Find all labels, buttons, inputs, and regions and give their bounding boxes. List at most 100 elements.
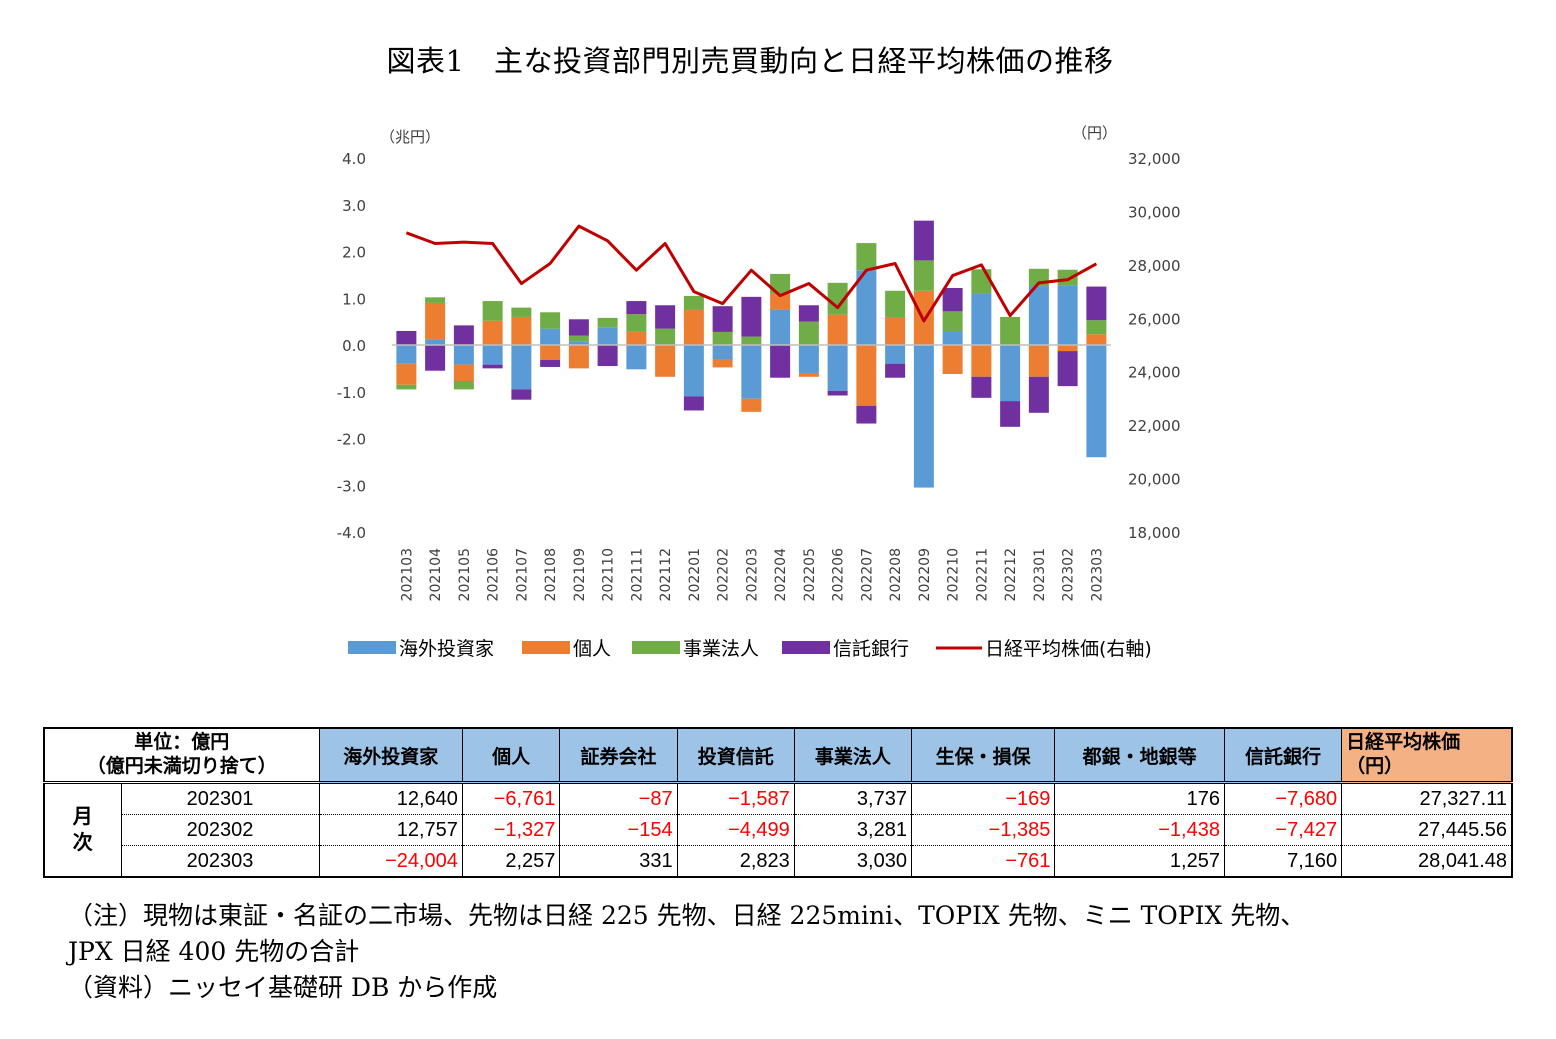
bar-segment <box>540 359 561 367</box>
bar-segment <box>1057 285 1078 345</box>
y-left-tick-label: -1.0 <box>337 384 366 402</box>
y-left-tick-label: 4.0 <box>342 150 366 168</box>
bar-segment <box>971 376 992 398</box>
y-right-unit: （円） <box>1072 124 1117 142</box>
row-month: 202303 <box>120 845 320 878</box>
legend-swatch <box>348 641 396 654</box>
legend-swatch <box>782 641 830 654</box>
bar-segment <box>1000 316 1021 345</box>
legend-swatch <box>632 641 680 654</box>
bar-segment <box>712 359 733 368</box>
bar-segment <box>885 290 906 318</box>
bar-segment <box>856 243 877 271</box>
x-tick-label: 202112 <box>658 548 674 601</box>
table-cell: 176 <box>1054 781 1225 815</box>
bar-segment <box>971 269 992 294</box>
table-cell: −7,427 <box>1223 814 1343 846</box>
bar-segment <box>971 345 992 377</box>
y-left-tick-label: 0.0 <box>342 337 366 355</box>
bar-segment <box>511 316 532 345</box>
bar-segment <box>453 345 474 365</box>
table-cell: 28,041.48 <box>1341 845 1513 878</box>
bar-segment <box>942 311 963 331</box>
bar-segment <box>655 328 676 345</box>
bar-segment <box>1086 345 1107 458</box>
table-cell: −1,587 <box>676 781 795 815</box>
bar-segment <box>511 345 532 390</box>
bar-segment <box>540 312 561 329</box>
bar-segment <box>425 302 446 340</box>
table-cell: −6,761 <box>461 781 561 815</box>
bar-segment <box>741 296 762 337</box>
bar-segment <box>770 309 791 345</box>
bar-segment <box>770 345 791 378</box>
col-header: 生保・損保 <box>910 727 1056 783</box>
x-tick-label: 202201 <box>687 548 703 601</box>
table-cell: 3,737 <box>793 781 912 815</box>
bar-segment <box>1028 345 1049 377</box>
bar-segment <box>626 301 647 315</box>
bar-segment <box>626 314 647 332</box>
bar-segment <box>511 389 532 400</box>
table-cell: −4,499 <box>676 814 795 846</box>
x-tick-label: 202106 <box>486 548 502 602</box>
bar-segment <box>856 270 877 345</box>
table-row: 202302 12,757 −1,327 −154 −4,499 3,281 −1,385−… <box>44 814 1513 846</box>
notes: （注）現物は東証・名証の二市場、先物は日経 225 先物、日経 225mini、… <box>68 898 1305 1006</box>
y-right-tick-label: 18,000 <box>1128 524 1181 542</box>
x-tick-label: 202203 <box>744 548 760 601</box>
col-header: 事業法人 <box>793 727 912 783</box>
col-header: 都銀・地銀等 <box>1054 727 1225 783</box>
table-cell: 3,030 <box>793 845 912 878</box>
x-tick-label: 202207 <box>859 548 875 601</box>
y-left-tick-label: 2.0 <box>342 244 366 262</box>
bar-segment <box>798 345 819 374</box>
group-label: 月次 <box>43 781 122 878</box>
table-cell: −7,680 <box>1223 781 1343 815</box>
x-tick-label: 202208 <box>888 548 904 601</box>
bar-segment <box>942 287 963 312</box>
bar-segment <box>396 363 417 385</box>
bar-segment <box>396 330 417 345</box>
row-month: 202301 <box>120 781 320 815</box>
table-cell: 2,257 <box>461 845 561 878</box>
legend-label: 海外投資家 <box>399 638 494 660</box>
bar-segment <box>827 314 848 345</box>
table-cell: −1,438 <box>1054 814 1225 846</box>
y-left-tick-label: -3.0 <box>337 477 366 495</box>
y-right-tick-label: 20,000 <box>1128 471 1181 489</box>
bar-segment <box>482 364 503 369</box>
bar-segment <box>597 327 618 345</box>
row-month: 202302 <box>120 814 320 846</box>
bar-segment <box>971 293 992 345</box>
x-tick-label: 202110 <box>601 548 617 601</box>
bar-segment <box>626 331 647 345</box>
table-row: 月次 202301 12,640 −6,761 −87 −1,587 3,737 −169 17… <box>43 781 1513 878</box>
bar-segment <box>1057 351 1078 387</box>
x-tick-label: 202205 <box>802 548 818 601</box>
y-left-unit: （兆円） <box>380 128 440 146</box>
bar-segment <box>913 345 934 488</box>
y-left-tick-label: -2.0 <box>337 431 366 449</box>
x-tick-label: 202206 <box>831 548 847 602</box>
chart-title: 図表1 主な投資部門別売買動向と日経平均株価の推移 <box>386 44 1114 78</box>
table-cell: −1,385 <box>910 814 1056 846</box>
bar-segment <box>482 301 503 321</box>
y-right-tick-label: 26,000 <box>1128 310 1181 328</box>
bar-segment <box>913 220 934 261</box>
bar-segment <box>597 317 618 328</box>
bar-segment <box>712 306 733 332</box>
bar-segment <box>396 345 417 364</box>
x-tick-label: 202109 <box>572 548 588 601</box>
bar-layer <box>396 220 1107 488</box>
table-cell: 12,640 <box>318 781 463 815</box>
x-tick-label: 202209 <box>917 548 933 601</box>
table-row: 202303 −24,004 2,257 331 2,823 3,030 −761 1,257… <box>44 845 1513 878</box>
x-tick-label: 202211 <box>974 548 990 601</box>
bar-segment <box>712 345 733 360</box>
bar-segment <box>741 398 762 412</box>
bar-segment <box>683 396 704 411</box>
note-line: （注）現物は東証・名証の二市場、先物は日経 225 先物、日経 225mini、… <box>68 901 1306 930</box>
legend-label: 個人 <box>573 638 611 660</box>
legend-swatch <box>522 641 570 654</box>
